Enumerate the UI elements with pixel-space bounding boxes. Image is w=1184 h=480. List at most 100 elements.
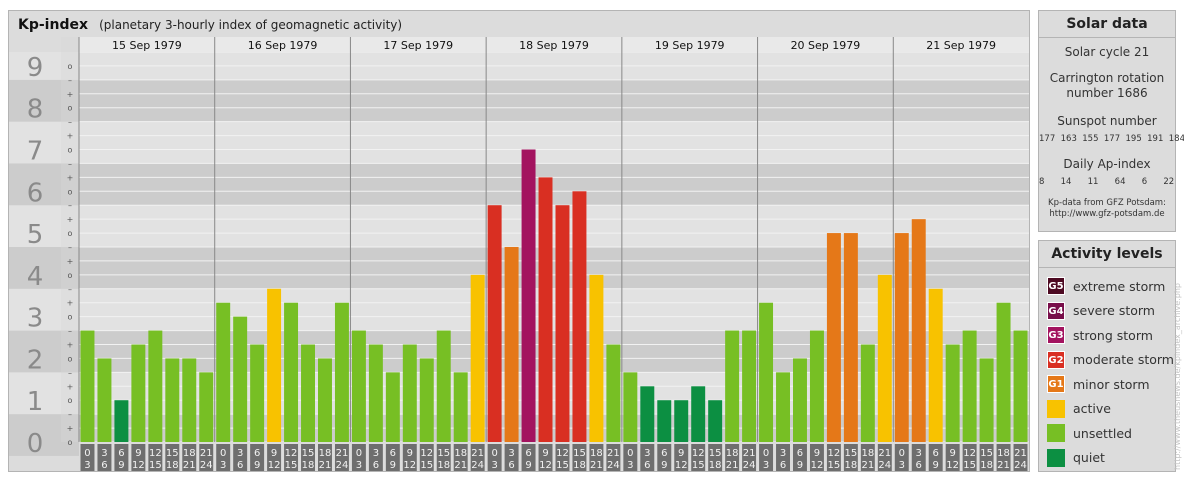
time-label-box xyxy=(962,444,977,471)
kp-bar xyxy=(351,330,366,442)
legend-swatch: G4 xyxy=(1047,301,1065,320)
kp-bar xyxy=(793,358,807,442)
kp-bar xyxy=(606,344,621,442)
time-label-box xyxy=(742,444,757,471)
y-tick-label: 9 xyxy=(27,53,44,83)
sunspot-label: Sunspot number xyxy=(1057,114,1157,128)
kp-bar xyxy=(572,191,587,442)
time-label-box xyxy=(301,444,315,471)
kp-bar xyxy=(419,358,434,442)
time-label-box xyxy=(877,444,892,471)
interval-end-label: 18 xyxy=(302,460,315,471)
time-label-box xyxy=(809,444,824,471)
kp-bar xyxy=(131,344,146,442)
kp-bar xyxy=(945,344,960,442)
chart-subtitle: (planetary 3-hourly index of geomagnetic… xyxy=(99,18,403,32)
interval-end-label: 6 xyxy=(373,460,379,471)
interval-start-label: 12 xyxy=(963,448,976,459)
interval-end-label: 6 xyxy=(101,460,107,471)
interval-start-label: 18 xyxy=(861,448,874,459)
ap-index-values: 8 14 11 64 6 22 23 xyxy=(1039,177,1175,187)
interval-end-label: 24 xyxy=(200,460,213,471)
minor-tick-label: o xyxy=(68,104,73,113)
interval-start-label: 12 xyxy=(420,448,433,459)
time-label-box xyxy=(640,444,655,471)
minor-tick-label: o xyxy=(68,313,73,322)
interval-end-label: 12 xyxy=(811,460,824,471)
carrington-line-1: Carrington rotation xyxy=(1049,71,1165,85)
interval-end-label: 18 xyxy=(437,460,450,471)
interval-end-label: 6 xyxy=(916,460,922,471)
interval-start-label: 6 xyxy=(933,448,939,459)
legend-swatch: G5 xyxy=(1047,277,1065,296)
interval-start-label: 21 xyxy=(336,448,349,459)
legend-label: strong storm xyxy=(1073,327,1153,343)
time-label-box xyxy=(402,444,417,471)
interval-end-label: 18 xyxy=(166,460,179,471)
time-label-box xyxy=(623,444,638,471)
legend-label: active xyxy=(1073,401,1111,417)
minor-tick-label: + xyxy=(67,215,74,224)
interval-end-label: 18 xyxy=(980,460,993,471)
interval-end-label: 18 xyxy=(573,460,586,471)
day-label: 21 Sep 1979 xyxy=(926,39,996,52)
interval-end-label: 9 xyxy=(933,460,939,471)
interval-end-label: 3 xyxy=(763,460,769,471)
kp-bar xyxy=(284,302,299,442)
y-tick-label: 7 xyxy=(27,137,44,167)
interval-end-label: 9 xyxy=(797,460,803,471)
kp-bar xyxy=(1013,330,1028,442)
kp-bar xyxy=(691,386,706,442)
day-label: 19 Sep 1979 xyxy=(655,39,725,52)
interval-end-label: 9 xyxy=(525,460,531,471)
interval-start-label: 6 xyxy=(254,448,260,459)
time-label-box xyxy=(1013,444,1028,471)
kp-bar xyxy=(165,358,180,442)
day-header-strip xyxy=(79,37,1029,52)
ap-index-label: Daily Ap-index xyxy=(1063,157,1151,171)
minor-tick-label: – xyxy=(68,327,72,336)
kp-bar xyxy=(674,400,689,442)
interval-start-label: 21 xyxy=(607,448,620,459)
interval-end-label: 15 xyxy=(420,460,433,471)
y-tick-label: 8 xyxy=(27,95,44,125)
interval-start-label: 6 xyxy=(797,448,803,459)
kp-bar xyxy=(725,330,740,442)
time-label-box xyxy=(148,444,163,471)
minor-tick-label: – xyxy=(68,243,72,252)
time-label-box xyxy=(674,444,689,471)
interval-end-label: 24 xyxy=(336,460,349,471)
time-label-box xyxy=(708,444,723,471)
day-label: 16 Sep 1979 xyxy=(248,39,318,52)
interval-start-label: 9 xyxy=(135,448,141,459)
interval-end-label: 3 xyxy=(84,460,90,471)
interval-end-label: 3 xyxy=(627,460,633,471)
interval-start-label: 15 xyxy=(845,448,858,459)
time-label-box xyxy=(165,444,180,471)
interval-end-label: 6 xyxy=(644,460,650,471)
solar-data-title: Solar data xyxy=(1039,11,1175,38)
source-link[interactable]: http://www.gfz-potsdam.de xyxy=(1049,209,1165,219)
interval-start-label: 6 xyxy=(525,448,531,459)
kp-bar xyxy=(368,344,383,442)
kp-bar xyxy=(928,288,943,442)
activity-levels-panel: Activity levels G5 extreme storm G4 severe … xyxy=(1038,240,1176,472)
legend-swatch xyxy=(1047,448,1065,467)
interval-start-label: 12 xyxy=(828,448,841,459)
interval-end-label: 15 xyxy=(692,460,705,471)
time-label-box xyxy=(979,444,994,471)
interval-end-label: 24 xyxy=(607,460,620,471)
time-label-box xyxy=(928,444,943,471)
kp-bar xyxy=(538,177,553,442)
time-label-box xyxy=(199,444,214,471)
legend-label: extreme storm xyxy=(1073,278,1166,294)
interval-end-label: 6 xyxy=(780,460,786,471)
interval-start-label: 21 xyxy=(878,448,891,459)
time-label-box xyxy=(436,444,451,471)
interval-end-label: 6 xyxy=(508,460,514,471)
kp-bar xyxy=(894,233,909,442)
kp-bar xyxy=(911,219,926,442)
interval-end-label: 21 xyxy=(319,460,332,471)
kp-bar xyxy=(962,330,977,442)
interval-start-label: 6 xyxy=(390,448,396,459)
